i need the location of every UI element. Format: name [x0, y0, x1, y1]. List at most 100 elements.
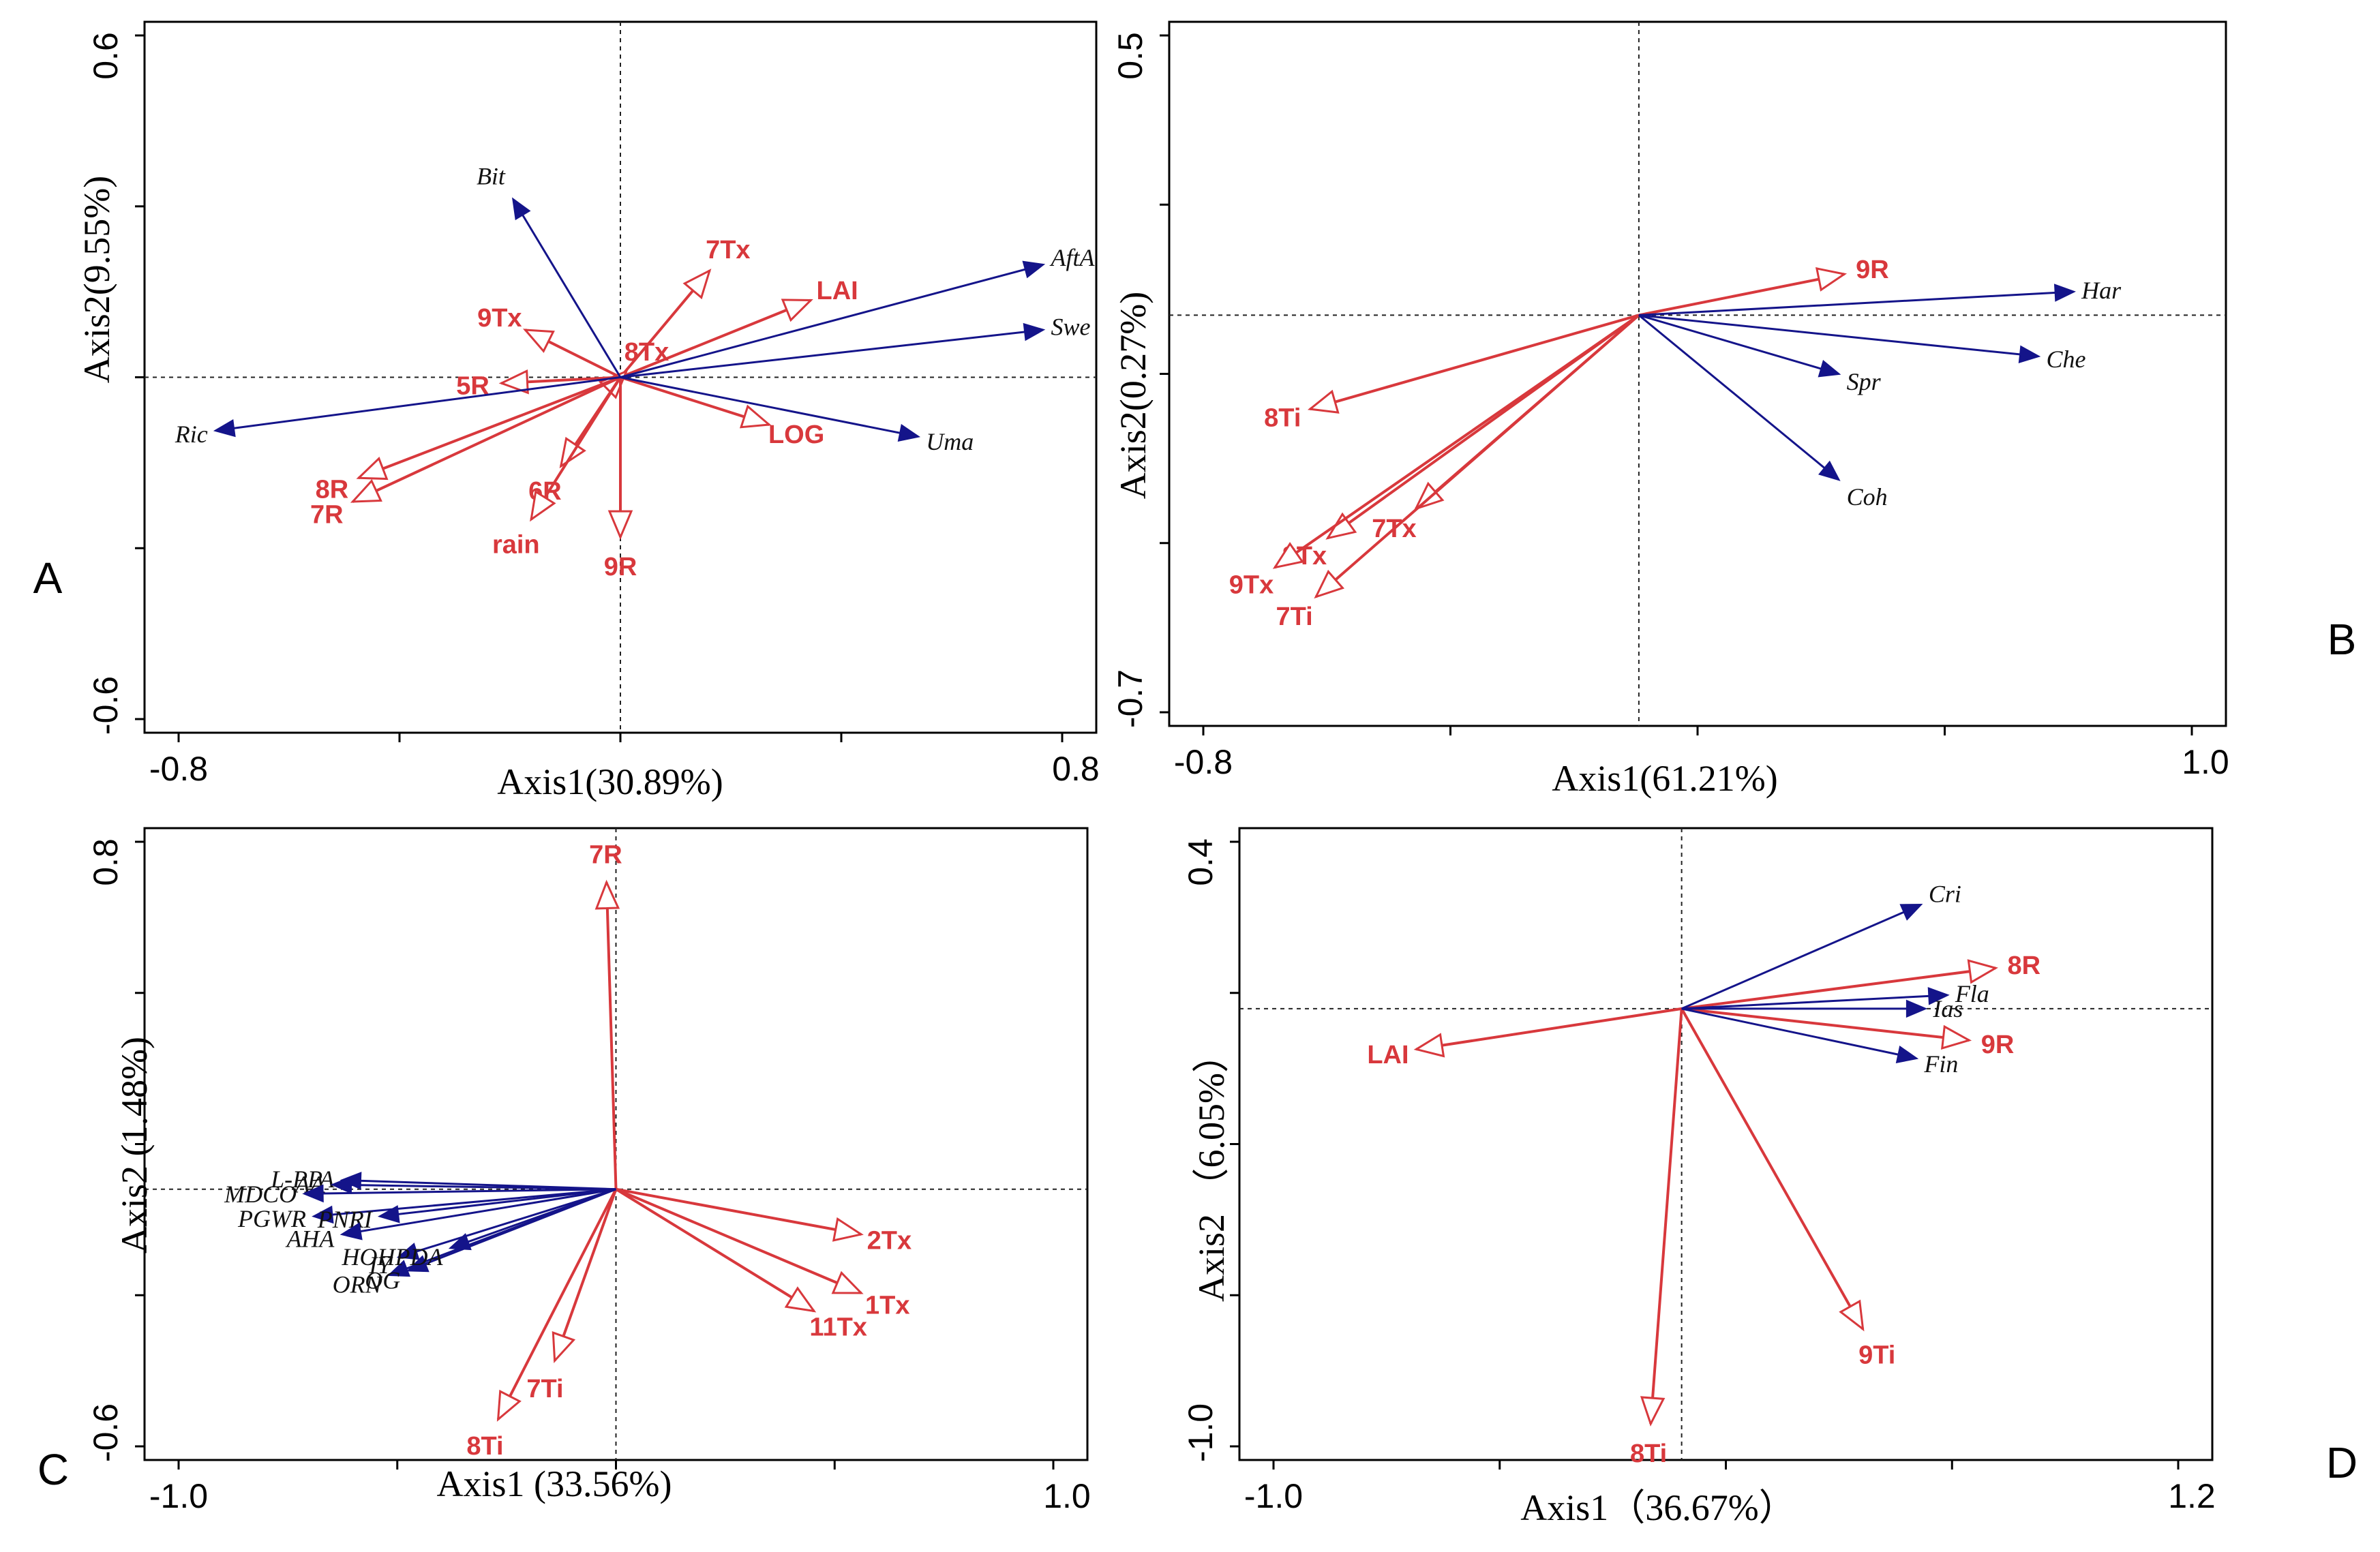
env-vector-9Ti	[1680, 1007, 1865, 1330]
x-tick-label-max: 1.0	[2182, 743, 2229, 781]
x-tick-label-max: 1.2	[2168, 1477, 2216, 1515]
resp-label-Spr: Spr	[1847, 368, 1882, 395]
env-vector-7Ti	[1314, 314, 1640, 598]
panel-label: A	[33, 553, 63, 603]
env-arrowhead-7R	[594, 879, 620, 910]
env-label-7Ti: 7Ti	[526, 1375, 563, 1403]
y-axis-title: Axis2(0.27%)	[1113, 292, 1154, 499]
resp-arrowhead-AftA	[1022, 260, 1046, 279]
resp-label-Ias: Ias	[1932, 995, 1963, 1022]
env-arrowhead-8Tx	[1325, 512, 1357, 540]
resp-label-MDCO: MDCO	[224, 1181, 297, 1208]
x-tick-label-max: 1.0	[1043, 1477, 1091, 1515]
y-axis-title: Axis2(9.55%)	[76, 176, 117, 383]
resp-arrowhead-Har	[2053, 284, 2076, 302]
resp-label-AHA: AHA	[285, 1225, 335, 1252]
resp-vector-Fin	[1681, 1007, 1916, 1060]
env-label-9R: 9R	[1981, 1031, 2015, 1059]
resp-vector-Coh	[1638, 314, 1839, 481]
env-label-7R: 7R	[589, 840, 622, 869]
env-arrowhead-7Ti	[552, 1330, 576, 1363]
resp-label-Bit: Bit	[477, 162, 506, 189]
env-arrowhead-9Ti	[1839, 1299, 1865, 1332]
env-label-8Tx: 8Tx	[624, 338, 669, 367]
resp-vector-Har	[1638, 290, 2074, 316]
resp-arrowhead-PGWR	[312, 1205, 334, 1224]
resp-label-Ric: Ric	[175, 421, 208, 448]
env-vector-1Tx	[615, 1187, 862, 1294]
x-axis-title: Axis1(30.89%)	[497, 761, 723, 802]
resp-label-PGWR: PGWR	[237, 1205, 306, 1232]
resp-arrowhead-Spr	[1818, 360, 1841, 378]
env-arrowhead-rain	[530, 489, 556, 522]
env-arrowhead-8Ti	[1640, 1396, 1666, 1427]
resp-vector-OG	[408, 1188, 617, 1272]
resp-vector-IY	[398, 1188, 616, 1258]
resp-arrowhead-Fin	[1895, 1046, 1919, 1063]
panel-d: -1.0 1.2 -1.0 0.4 Axis1（36.67%） Axis2 （6.05%）…	[1181, 827, 2358, 1528]
env-label-8R: 8R	[316, 475, 349, 504]
plot-frame	[1238, 827, 2214, 1461]
env-label-7Ti: 7Ti	[1276, 603, 1313, 631]
resp-arrowhead-ORN	[387, 1260, 410, 1277]
env-vector-8R	[1681, 967, 1996, 1010]
resp-arrowhead-Ias	[1905, 999, 1928, 1018]
resp-arrowhead-MDCO	[302, 1184, 324, 1203]
resp-vector-Spr	[1638, 314, 1839, 375]
y-tick-label-max: 0.8	[87, 838, 125, 886]
x-tick-label-min: -0.8	[149, 750, 208, 788]
env-label-8Ti: 8Ti	[1264, 404, 1301, 433]
env-label-LAI: LAI	[1367, 1041, 1409, 1069]
resp-arrowhead-Swe	[1023, 322, 1046, 341]
y-tick-label-max: 0.5	[1111, 32, 1149, 80]
x-axis-title: Axis1（36.67%）	[1520, 1487, 1796, 1528]
y-tick-label-min: -0.7	[1111, 669, 1149, 728]
resp-arrowhead-OG	[406, 1255, 430, 1273]
env-arrowhead-9R	[1815, 267, 1848, 292]
panel-label: C	[37, 1445, 69, 1494]
resp-arrowhead-Coh	[1818, 460, 1841, 481]
y-tick-label-min: -1.0	[1181, 1403, 1220, 1462]
env-arrowhead-LAI	[1413, 1033, 1445, 1058]
env-arrowhead-11Tx	[784, 1286, 817, 1313]
resp-vector-Swe	[620, 329, 1043, 378]
env-label-1Tx: 1Tx	[865, 1291, 909, 1320]
env-arrowhead-8R	[356, 457, 389, 481]
env-arrowhead-9R	[1940, 1024, 1972, 1050]
resp-vector-PGWR	[314, 1188, 616, 1217]
x-tick-label-min: -1.0	[1244, 1477, 1303, 1515]
panel-label: B	[2328, 615, 2357, 664]
x-axis-title: Axis1 (33.56%)	[437, 1463, 672, 1504]
env-arrowhead-7Ti	[1314, 569, 1345, 599]
resp-arrowhead-Cri	[1899, 904, 1923, 921]
env-label-2Tx: 2Tx	[867, 1227, 912, 1256]
resp-vector-Uma	[620, 376, 918, 438]
env-arrowhead-2Tx	[832, 1217, 864, 1242]
env-vector-9R	[1681, 1007, 1970, 1042]
resp-arrowhead-Fla	[1927, 987, 1950, 1005]
resp-vector-PNRI	[380, 1188, 616, 1217]
resp-vector-AA	[333, 1183, 616, 1191]
env-label-8Ti: 8Ti	[1630, 1440, 1667, 1468]
env-label-8R: 8R	[2008, 952, 2041, 980]
resp-vector-Ric	[215, 376, 621, 432]
env-arrowhead-9Tx	[522, 329, 555, 353]
resp-label-Che: Che	[2046, 346, 2085, 373]
resp-arrowhead-Ric	[213, 419, 236, 438]
env-arrowhead-9R	[607, 510, 633, 541]
resp-vector-Che	[1638, 314, 2038, 358]
resp-vector-AHA	[342, 1188, 616, 1236]
resp-arrowhead-HOHPDA	[448, 1233, 472, 1251]
resp-vector-Bit	[512, 198, 622, 378]
env-label-9Ti: 9Ti	[1858, 1341, 1895, 1370]
x-tick-label-min: -0.8	[1174, 743, 1233, 781]
panel-a: -0.8 0.8 -0.6 0.6 Axis1(30.89%) Axis2(9.55%) A…	[33, 20, 1100, 802]
resp-label-Har: Har	[2081, 277, 2122, 304]
resp-label-AftA: AftA	[1049, 244, 1095, 271]
env-label-LOG: LOG	[768, 421, 824, 449]
env-vector-8Ti	[496, 1188, 618, 1420]
resp-label-Uma: Uma	[926, 428, 974, 455]
env-label-rain: rain	[492, 531, 540, 560]
panel-b: -0.8 1.0 -0.7 0.5 Axis1(61.21%) Axis2(0.27%) B…	[1111, 20, 2357, 799]
resp-label-Coh: Coh	[1847, 483, 1888, 511]
